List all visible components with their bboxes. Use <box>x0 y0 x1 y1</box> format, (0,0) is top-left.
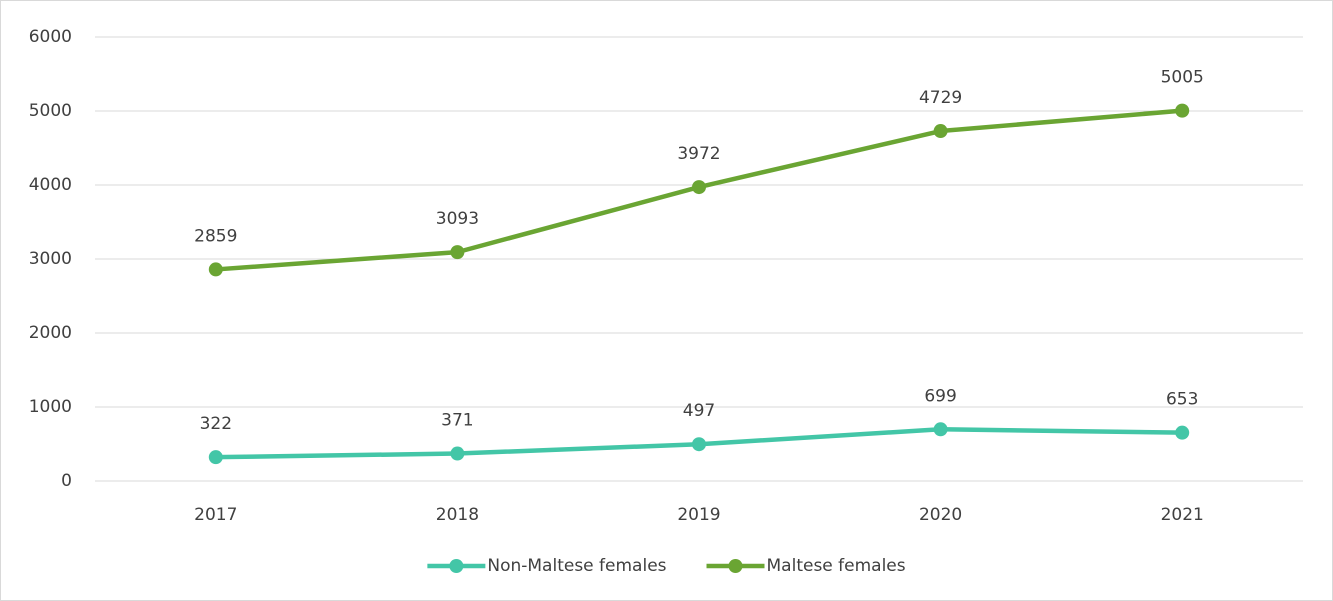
data-point <box>450 446 465 461</box>
data-label: 497 <box>683 401 715 421</box>
y-tick-label: 0 <box>61 471 72 491</box>
data-point <box>692 437 706 452</box>
x-tick-label: 2018 <box>436 505 479 525</box>
y-tick-label: 1000 <box>29 397 72 417</box>
legend-label: Maltese females <box>767 556 906 576</box>
y-tick-label: 4000 <box>29 175 72 195</box>
data-label: 3093 <box>436 209 479 229</box>
x-tick-label: 2017 <box>194 505 237 525</box>
x-tick-label: 2021 <box>1161 505 1204 525</box>
y-tick-label: 5000 <box>29 101 72 121</box>
y-tick-label: 6000 <box>29 27 72 47</box>
data-point <box>933 124 948 139</box>
data-label: 653 <box>1166 390 1198 410</box>
x-tick-label: 2019 <box>677 505 720 525</box>
data-label: 371 <box>441 411 473 431</box>
data-label: 5005 <box>1161 68 1204 88</box>
data-label: 322 <box>200 414 232 434</box>
data-point <box>208 262 223 277</box>
data-point <box>692 180 706 195</box>
data-point <box>450 245 465 260</box>
data-point <box>1175 103 1190 118</box>
data-label: 699 <box>924 386 956 406</box>
data-point <box>208 450 223 465</box>
y-tick-label: 2000 <box>29 323 72 343</box>
legend-marker <box>449 559 464 573</box>
data-label: 3972 <box>677 144 720 164</box>
data-point <box>1175 425 1190 440</box>
legend-marker <box>728 559 743 573</box>
data-label: 2859 <box>194 226 237 246</box>
data-label: 4729 <box>919 88 962 108</box>
legend-label: Non-Maltese females <box>487 556 666 576</box>
data-point <box>933 422 948 437</box>
x-tick-label: 2020 <box>919 505 962 525</box>
y-tick-label: 3000 <box>29 249 72 269</box>
legend: Non-Maltese females Maltese females <box>427 556 906 576</box>
